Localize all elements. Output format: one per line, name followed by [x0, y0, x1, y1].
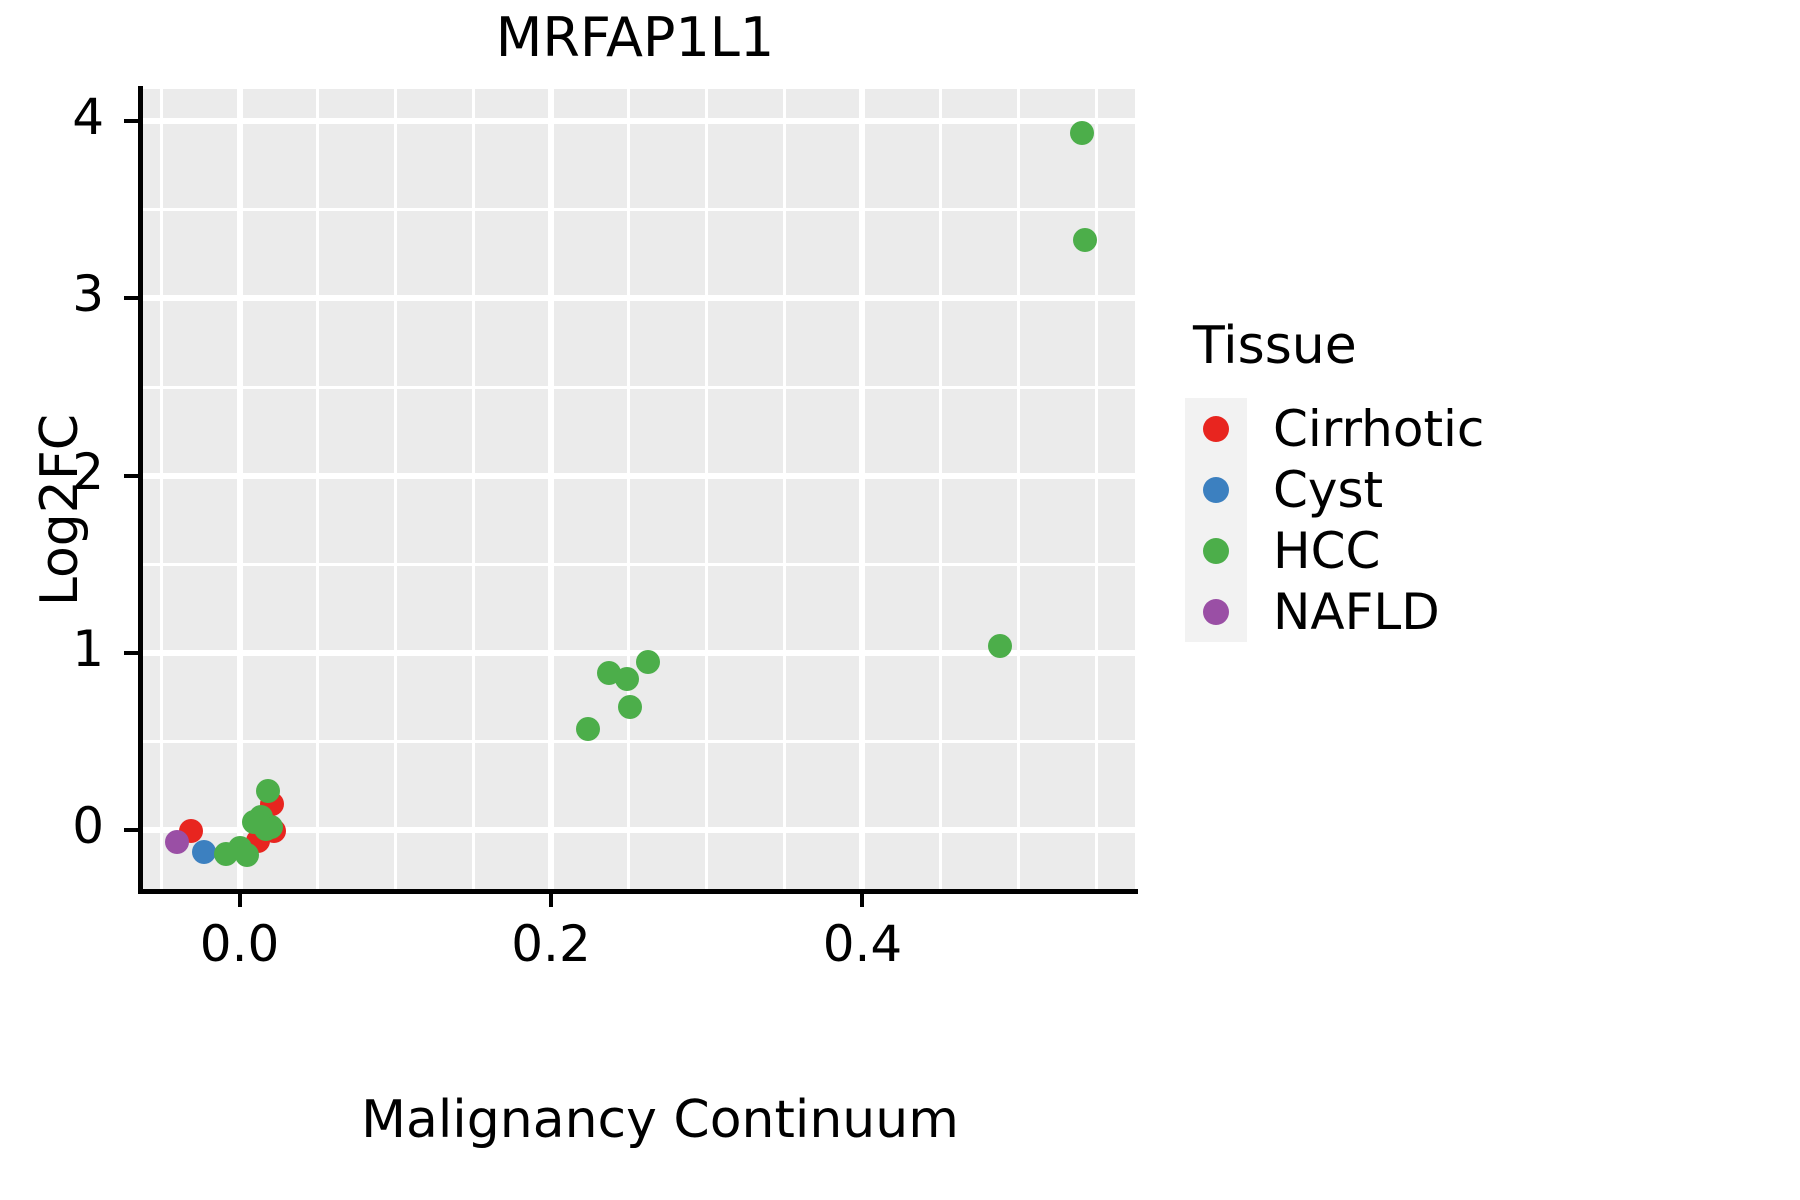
x-tick-label: 0.4	[822, 915, 903, 973]
x-tick-label: 0.2	[511, 915, 591, 973]
gridline-minor-horizontal	[143, 740, 1135, 744]
x-axis-tick	[860, 893, 865, 907]
gridline-minor-vertical	[1094, 89, 1098, 889]
y-axis-tick	[124, 651, 138, 656]
y-axis-label: Log2FC	[30, 413, 90, 607]
data-point	[615, 666, 640, 691]
y-tick-label: 2	[72, 442, 104, 501]
gridline-major-vertical	[548, 89, 554, 889]
x-axis-tick	[237, 893, 242, 907]
gridline-minor-horizontal	[143, 208, 1135, 212]
gridline-minor-vertical	[315, 89, 319, 889]
legend-key-swatch	[1185, 398, 1247, 459]
data-point	[987, 633, 1012, 658]
gridline-major-horizontal	[143, 827, 1135, 834]
legend-items: Cirrhotic Cyst HCC NAFLD	[1185, 398, 1785, 642]
x-axis-label: Malignancy Continuum	[361, 1090, 959, 1150]
legend-item-nafld[interactable]: NAFLD	[1185, 581, 1785, 642]
gridline-minor-vertical	[627, 89, 631, 889]
y-tick-label: 1	[72, 620, 104, 679]
x-axis-tick	[549, 893, 553, 907]
legend-item-hcc[interactable]: HCC	[1185, 520, 1785, 581]
data-point	[255, 778, 280, 803]
legend: Tissue Cirrhotic Cyst HCC NAFLD	[1185, 320, 1785, 642]
y-axis-tick	[124, 296, 138, 301]
gridline-minor-vertical	[705, 89, 709, 889]
legend-marker-icon	[1203, 476, 1229, 503]
y-tick-label: 3	[72, 265, 104, 324]
gridline-minor-vertical	[471, 89, 475, 889]
legend-key-swatch	[1185, 459, 1247, 520]
data-point	[254, 816, 279, 841]
data-point	[1073, 227, 1098, 252]
y-axis-tick	[124, 828, 138, 833]
x-axis-spine	[138, 889, 1138, 894]
legend-marker-icon	[1203, 598, 1229, 625]
y-tick-label: 4	[72, 87, 104, 146]
legend-key-swatch	[1185, 581, 1247, 642]
y-axis-tick	[124, 118, 138, 123]
legend-key-swatch	[1185, 520, 1247, 581]
legend-marker-icon	[1203, 415, 1229, 442]
legend-marker-icon	[1203, 537, 1229, 564]
gridline-minor-vertical	[1016, 89, 1020, 889]
gridline-minor-vertical	[938, 89, 942, 889]
legend-item-cirrhotic[interactable]: Cirrhotic	[1185, 398, 1785, 459]
data-point	[191, 839, 216, 864]
gridline-minor-horizontal	[143, 385, 1135, 389]
gridline-minor-vertical	[783, 89, 787, 889]
gridline-minor-vertical	[393, 89, 397, 889]
data-point	[213, 841, 238, 866]
legend-item-cyst[interactable]: Cyst	[1185, 459, 1785, 520]
legend-item-label: NAFLD	[1273, 582, 1440, 641]
y-axis-tick	[124, 473, 138, 478]
gridline-minor-vertical	[160, 89, 164, 889]
page-title: MRFAP1L1	[495, 6, 775, 69]
legend-item-label: HCC	[1273, 521, 1381, 580]
gridline-major-horizontal	[143, 472, 1135, 479]
data-point	[235, 843, 260, 868]
legend-item-label: Cyst	[1273, 460, 1384, 519]
data-point	[576, 717, 601, 742]
y-axis-spine	[138, 86, 143, 892]
legend-item-label: Cirrhotic	[1273, 399, 1485, 458]
x-tick-label: 0.0	[199, 915, 280, 973]
gridline-minor-horizontal	[143, 562, 1135, 566]
gridline-major-vertical	[859, 89, 866, 889]
gridline-major-vertical	[236, 89, 243, 889]
gridline-major-horizontal	[143, 117, 1135, 124]
data-point	[635, 649, 660, 674]
gridline-major-horizontal	[143, 295, 1135, 302]
data-point	[1070, 121, 1095, 146]
data-point	[165, 829, 190, 854]
legend-title: Tissue	[1193, 316, 1357, 376]
plot-panel	[143, 89, 1135, 889]
y-tick-label: 0	[72, 797, 104, 856]
data-point	[618, 695, 643, 720]
